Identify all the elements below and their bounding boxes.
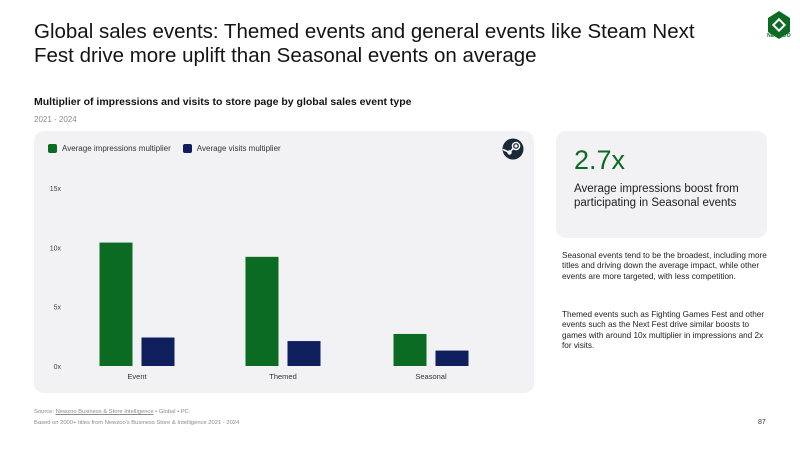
bar-event-visits bbox=[141, 337, 175, 366]
chart-legend: Average impressions multiplier Average v… bbox=[48, 144, 293, 153]
page-number: 87 bbox=[758, 419, 766, 426]
y-tick-label: 10x bbox=[50, 245, 62, 252]
y-tick-label: 5x bbox=[54, 305, 62, 312]
legend-item-visits: Average visits multiplier bbox=[182, 144, 281, 153]
legend-swatch-impressions bbox=[48, 144, 57, 153]
bar-event-impressions bbox=[99, 242, 133, 366]
chart-subtitle: Multiplier of impressions and visits to … bbox=[34, 96, 412, 108]
note-paragraph-themed: Themed events such as Fighting Games Fes… bbox=[562, 310, 765, 351]
highlight-box bbox=[556, 131, 767, 238]
bar-chart: 0x 5x 10x 15x Event Themed Seasonal bbox=[50, 186, 469, 381]
source-line: Source: Newzoo Business & Store Intellig… bbox=[34, 409, 189, 415]
legend-label-impressions: Average impressions multiplier bbox=[62, 144, 171, 153]
page-title: Global sales events: Themed events and g… bbox=[34, 20, 695, 67]
bar-seasonal-visits bbox=[435, 350, 469, 366]
x-tick-label: Seasonal bbox=[415, 372, 447, 381]
highlight-value: 2.7x bbox=[574, 145, 626, 175]
steam-icon bbox=[502, 138, 524, 160]
x-tick-label: Themed bbox=[269, 372, 297, 381]
legend-label-visits: Average visits multiplier bbox=[196, 144, 281, 153]
source-prefix: Source: bbox=[34, 409, 56, 415]
y-tick-label: 0x bbox=[54, 364, 62, 371]
y-tick-label: 15x bbox=[50, 186, 62, 193]
legend-item-impressions: Average impressions multiplier bbox=[48, 144, 171, 153]
bar-themed-visits bbox=[287, 341, 321, 366]
based-on-note: Based on 2000+ titles from Newzoo's Busi… bbox=[34, 420, 240, 426]
x-tick-label: Event bbox=[127, 372, 147, 381]
source-link[interactable]: Newzoo Business & Store Intelligence bbox=[55, 409, 154, 415]
bar-themed-impressions bbox=[245, 256, 279, 366]
source-suffix: • Global • PC bbox=[153, 409, 189, 415]
bar-seasonal-impressions bbox=[393, 333, 427, 366]
chart-years: 2021 - 2024 bbox=[34, 115, 77, 124]
newzoo-logo-icon bbox=[768, 11, 790, 39]
note-paragraph-seasonal: Seasonal events tend to be the broadest,… bbox=[562, 251, 767, 281]
logo-text: NEWZOO bbox=[767, 33, 791, 39]
legend-swatch-visits bbox=[182, 144, 192, 153]
highlight-label: Average impressions boost from participa… bbox=[574, 183, 739, 209]
